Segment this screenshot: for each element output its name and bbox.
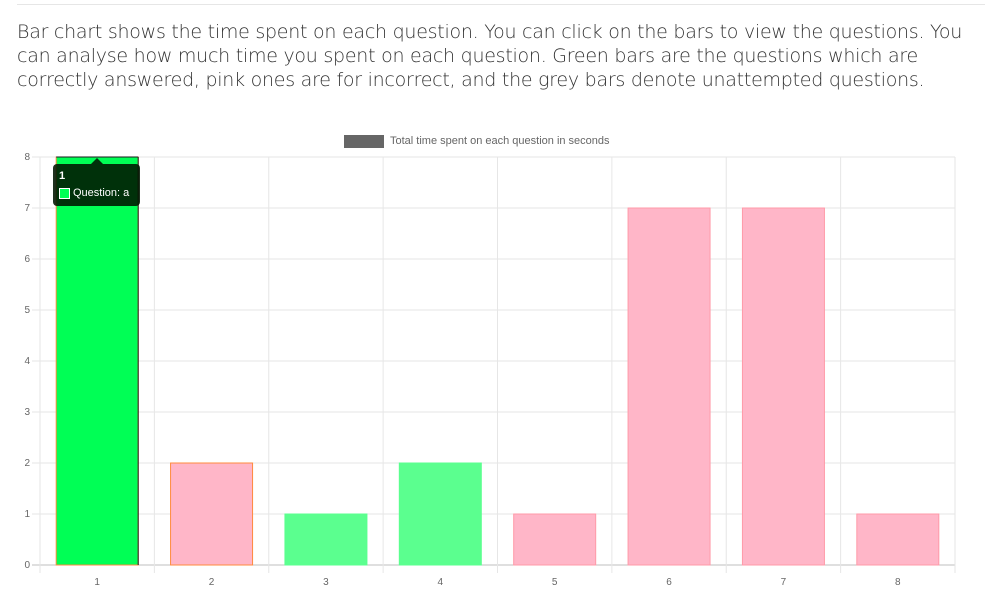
y-tick-label: 6 <box>24 254 30 265</box>
x-tick-label: 5 <box>552 577 558 588</box>
bar-tooltip: 1 Question: a <box>53 158 140 206</box>
x-tick-label: 6 <box>666 577 672 588</box>
chart-legend[interactable]: Total time spent on each question in sec… <box>344 134 610 148</box>
bar-question-4[interactable] <box>398 462 482 566</box>
bar-question-6[interactable] <box>627 207 711 566</box>
tooltip-label: Question: a <box>73 187 130 199</box>
y-tick-label: 0 <box>24 560 30 571</box>
y-tick-label: 8 <box>24 152 30 163</box>
x-tick-label: 8 <box>895 577 901 588</box>
bar-question-7[interactable] <box>741 207 825 566</box>
legend-label[interactable]: Total time spent on each question in sec… <box>390 135 610 147</box>
x-tick-label: 7 <box>781 577 787 588</box>
y-tick-label: 3 <box>24 407 30 418</box>
bar-question-3[interactable] <box>284 513 368 566</box>
y-tick-label: 1 <box>24 509 30 520</box>
y-tick-label: 2 <box>24 458 30 469</box>
legend-swatch[interactable] <box>344 134 384 148</box>
bar-question-5[interactable] <box>513 513 597 566</box>
y-tick-label: 4 <box>24 356 30 367</box>
bar-question-2[interactable] <box>170 462 254 566</box>
y-tick-label: 5 <box>24 305 30 316</box>
tooltip-color-swatch <box>59 187 70 199</box>
x-tick-label: 3 <box>323 577 329 588</box>
x-tick-label: 2 <box>209 577 215 588</box>
tooltip-title: 1 <box>59 170 66 182</box>
chart-description: Bar chart shows the time spent on each q… <box>17 21 963 91</box>
bar-question-8[interactable] <box>856 513 940 566</box>
bar-question-1[interactable] <box>55 156 139 566</box>
tooltip-row: Question: a <box>59 186 134 200</box>
x-tick-label: 4 <box>438 577 444 588</box>
top-divider <box>17 4 985 5</box>
x-tick-label: 1 <box>94 577 100 588</box>
y-tick-label: 7 <box>24 203 30 214</box>
